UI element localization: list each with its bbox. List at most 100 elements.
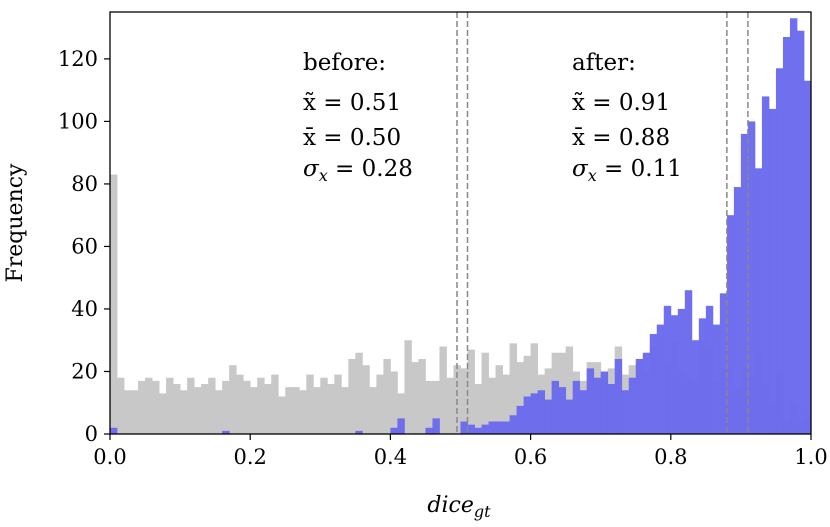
after-bar [523, 396, 531, 434]
after-bar [670, 315, 679, 434]
before-bar [565, 346, 574, 434]
after-bar [530, 393, 539, 434]
before-bar [131, 390, 139, 434]
x-axis-ticks: 0.0 0.2 0.4 0.6 0.8 1.0 [93, 434, 828, 469]
after-bar [579, 390, 588, 434]
after-bar [768, 108, 777, 435]
x-tick-label: 1.0 [794, 445, 827, 469]
before-std: σx = 0.28 [303, 156, 413, 185]
after-bar [551, 380, 560, 434]
x-tick-label: 0.2 [233, 445, 266, 469]
before-bar [250, 387, 258, 434]
before-bar [418, 358, 426, 434]
after-bar [488, 421, 496, 434]
before-annotation: before: x̃ = 0.51 x̄ = 0.50 σx = 0.28 [303, 50, 413, 185]
before-bar [425, 380, 433, 434]
after-bar [782, 37, 791, 434]
before-bar [222, 380, 230, 434]
before-bar [488, 377, 496, 434]
after-bar [390, 427, 398, 434]
before-bar [117, 377, 125, 434]
after-bar [614, 358, 623, 434]
y-axis-label: Frequency [3, 163, 28, 283]
after-bar [425, 427, 433, 434]
after-bar [684, 290, 693, 434]
before-bar [355, 352, 363, 434]
y-tick-label: 0 [85, 422, 98, 446]
after-bar [747, 121, 756, 434]
after-bar [593, 377, 602, 434]
x-axis-label: dicegt [427, 493, 491, 521]
before-bar [446, 377, 454, 434]
x-tick-label: 0.6 [514, 445, 547, 469]
before-bar [411, 362, 419, 434]
before-bar [474, 383, 482, 434]
before-bar [145, 377, 153, 434]
before-bar [215, 390, 223, 434]
before-bar [502, 374, 510, 434]
before-bar [495, 365, 503, 434]
after-bar [607, 383, 616, 434]
y-tick-label: 120 [58, 47, 98, 71]
after-bar [432, 418, 440, 434]
before-bar [173, 383, 181, 434]
after-bar [544, 399, 553, 434]
before-bar [159, 393, 167, 434]
before-bar [320, 377, 328, 434]
after-bar [110, 427, 118, 434]
statistic-lines [456, 12, 749, 434]
before-bar [138, 380, 146, 434]
after-bar [509, 415, 517, 434]
after-bar [467, 424, 475, 434]
before-bar [383, 358, 391, 434]
after-bar [775, 68, 784, 435]
after-bar [726, 215, 735, 434]
after-bar [586, 368, 595, 434]
before-bar [530, 343, 539, 434]
before-bar [334, 374, 342, 434]
after-bar [495, 421, 503, 434]
after-median: x̃ = 0.91 [572, 90, 670, 116]
after-std: σx = 0.11 [572, 156, 682, 185]
before-bar [369, 387, 377, 434]
before-bar [110, 174, 118, 434]
before-bar [439, 346, 447, 434]
after-bar [222, 430, 230, 434]
before-bar [327, 383, 335, 434]
before-bar [460, 368, 468, 434]
after-bar [796, 30, 805, 435]
after-bar [719, 293, 728, 434]
y-tick-label: 60 [71, 234, 98, 258]
after-bar [656, 324, 665, 434]
after-annotation: after: x̃ = 0.91 x̄ = 0.88 σx = 0.11 [572, 50, 682, 185]
x-tick-label: 0.0 [93, 445, 126, 469]
before-bar [341, 387, 349, 434]
after-bar [572, 380, 581, 434]
before-bar [152, 380, 160, 434]
before-bar [236, 374, 244, 434]
after-bar [754, 168, 763, 434]
after-bar [565, 399, 574, 434]
after-header: after: [572, 50, 636, 76]
after-bar [712, 324, 721, 434]
before-median: x̃ = 0.51 [303, 90, 401, 116]
before-mean: x̄ = 0.50 [303, 125, 401, 151]
before-bar [348, 358, 356, 434]
after-bar [705, 305, 714, 434]
after-series [110, 18, 812, 435]
after-bar [789, 18, 798, 434]
before-bar [306, 374, 314, 434]
before-bar [264, 383, 272, 434]
after-bar [474, 427, 482, 434]
before-bar [124, 390, 132, 434]
before-bar [390, 371, 398, 434]
before-bar [397, 393, 405, 434]
before-bar [299, 390, 307, 434]
x-tick-label: 0.8 [654, 445, 687, 469]
before-bar [432, 380, 440, 434]
after-bar [460, 421, 468, 434]
after-bar [663, 305, 672, 434]
before-bar [509, 343, 517, 434]
before-bar [278, 396, 286, 434]
plot-frame [109, 11, 812, 435]
